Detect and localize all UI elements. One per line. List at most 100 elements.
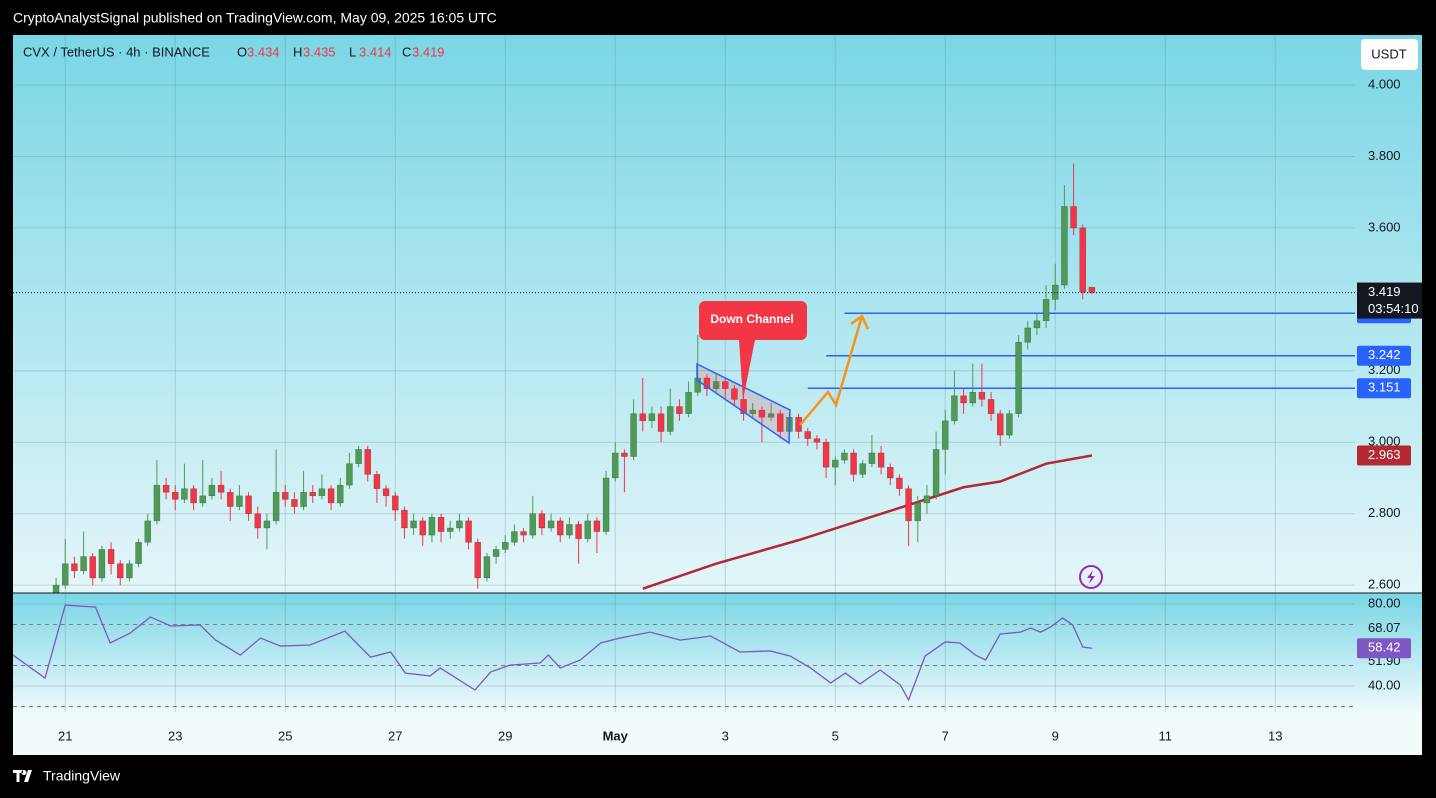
ohlc-value: 3.414	[359, 44, 392, 59]
ohlc-key: L	[349, 44, 356, 59]
candle-body	[107, 549, 115, 564]
candle-body	[1006, 413, 1013, 436]
candle-body	[245, 495, 252, 514]
candle-body	[859, 463, 867, 475]
y-tick-label: 2.600	[1368, 577, 1401, 592]
candle-body	[217, 484, 225, 493]
main-plot	[13, 35, 1355, 593]
candle-body	[905, 488, 912, 522]
axes: 21 23 25 27 29 May 3 5 7 9 11 13 2.600 2.800 3.000 3.20…	[58, 44, 1422, 743]
arrow	[799, 315, 864, 426]
candle-body	[171, 492, 179, 500]
x-tick-label: 9	[1052, 728, 1059, 743]
candle-body	[703, 377, 711, 389]
ohlc-key: O	[237, 44, 247, 59]
candle-body	[291, 499, 298, 507]
rsi-tick-label: 80.00	[1368, 595, 1401, 610]
rsi-tick-label: 40.00	[1368, 677, 1401, 692]
candle-body	[822, 441, 830, 468]
candle-body	[391, 495, 399, 511]
x-tick-label: 27	[388, 728, 402, 743]
candle-body	[1015, 341, 1022, 414]
candle-body	[740, 399, 747, 414]
candle-body	[483, 556, 491, 579]
candle-body	[199, 495, 207, 504]
y-tick-label: 3.200	[1368, 362, 1401, 377]
ma-label: 2.963	[1368, 447, 1401, 462]
y-tick-label: 2.800	[1368, 505, 1401, 520]
candle-body	[226, 492, 234, 507]
symbol: CVX / TetherUS · 4h · BINANCE	[23, 44, 210, 59]
candle-body	[327, 488, 335, 504]
candle-body	[135, 542, 142, 564]
rsi-label: 58.42	[1368, 640, 1401, 655]
level-label: 3.151	[1368, 380, 1401, 395]
x-tick-label: 7	[942, 728, 949, 743]
candle-body	[61, 563, 69, 586]
candle-body	[657, 413, 665, 432]
candle-body	[382, 488, 390, 497]
ohlc-key: H	[293, 44, 302, 59]
candle-body	[1070, 206, 1077, 229]
brand-logo	[13, 770, 32, 782]
ma-label-box	[1357, 445, 1411, 466]
candle-body	[181, 488, 188, 500]
candle-body	[520, 531, 527, 536]
candle-body	[960, 395, 967, 404]
candle-body	[621, 452, 628, 457]
candle-body	[877, 452, 885, 468]
candle-body	[80, 556, 87, 572]
candle-body	[89, 556, 97, 579]
level-label-box	[1357, 345, 1411, 366]
rsi-label-box	[1357, 638, 1411, 659]
candle-body	[978, 391, 986, 400]
candle-body	[208, 484, 216, 497]
candle-body	[602, 477, 610, 532]
candle-body	[355, 449, 362, 464]
candle-body	[896, 477, 903, 489]
countdown: 03:54:10	[1368, 301, 1419, 316]
x-axis-strip	[13, 712, 1422, 755]
candle-body	[492, 549, 500, 557]
candle-body	[767, 413, 775, 418]
x-tick-label: May	[603, 728, 629, 743]
candle-body	[547, 520, 555, 529]
candle-body	[318, 488, 326, 497]
candle-body	[263, 520, 271, 529]
candle-body	[162, 484, 170, 493]
candle-body	[456, 520, 463, 529]
candle-body	[630, 413, 637, 457]
unit-box	[1361, 39, 1418, 70]
rsi-pane	[13, 593, 1422, 712]
candle-body	[923, 495, 931, 504]
x-tick-label: 11	[1159, 728, 1173, 743]
arrow-head	[850, 314, 870, 330]
candle-body	[437, 517, 445, 532]
candle-body	[996, 413, 1004, 436]
candle-body	[373, 474, 381, 489]
candle-body	[758, 409, 766, 418]
price-label: 3.419	[1368, 284, 1401, 299]
candle-body	[1042, 299, 1050, 322]
candle-body	[721, 381, 729, 389]
candle-body	[419, 520, 427, 536]
candle-body	[593, 520, 601, 532]
ohlc-value: 3.434	[247, 44, 280, 59]
candle-body	[666, 406, 674, 432]
x-tick-label: 21	[58, 728, 72, 743]
rsi-line	[13, 604, 1093, 702]
down-channel-drawing: Down Channel	[696, 301, 870, 445]
candle-body	[336, 484, 344, 504]
candle-body	[639, 413, 647, 422]
candle-body	[529, 513, 537, 536]
candle-body	[501, 542, 509, 550]
candle-body	[98, 549, 106, 579]
x-tick-label: 29	[498, 728, 512, 743]
candle-body	[511, 531, 518, 543]
candle-body	[116, 563, 124, 579]
icon-bolt	[1087, 570, 1095, 584]
brand: TradingView	[13, 768, 121, 784]
candle-body	[446, 527, 454, 532]
candle-body	[813, 438, 821, 443]
